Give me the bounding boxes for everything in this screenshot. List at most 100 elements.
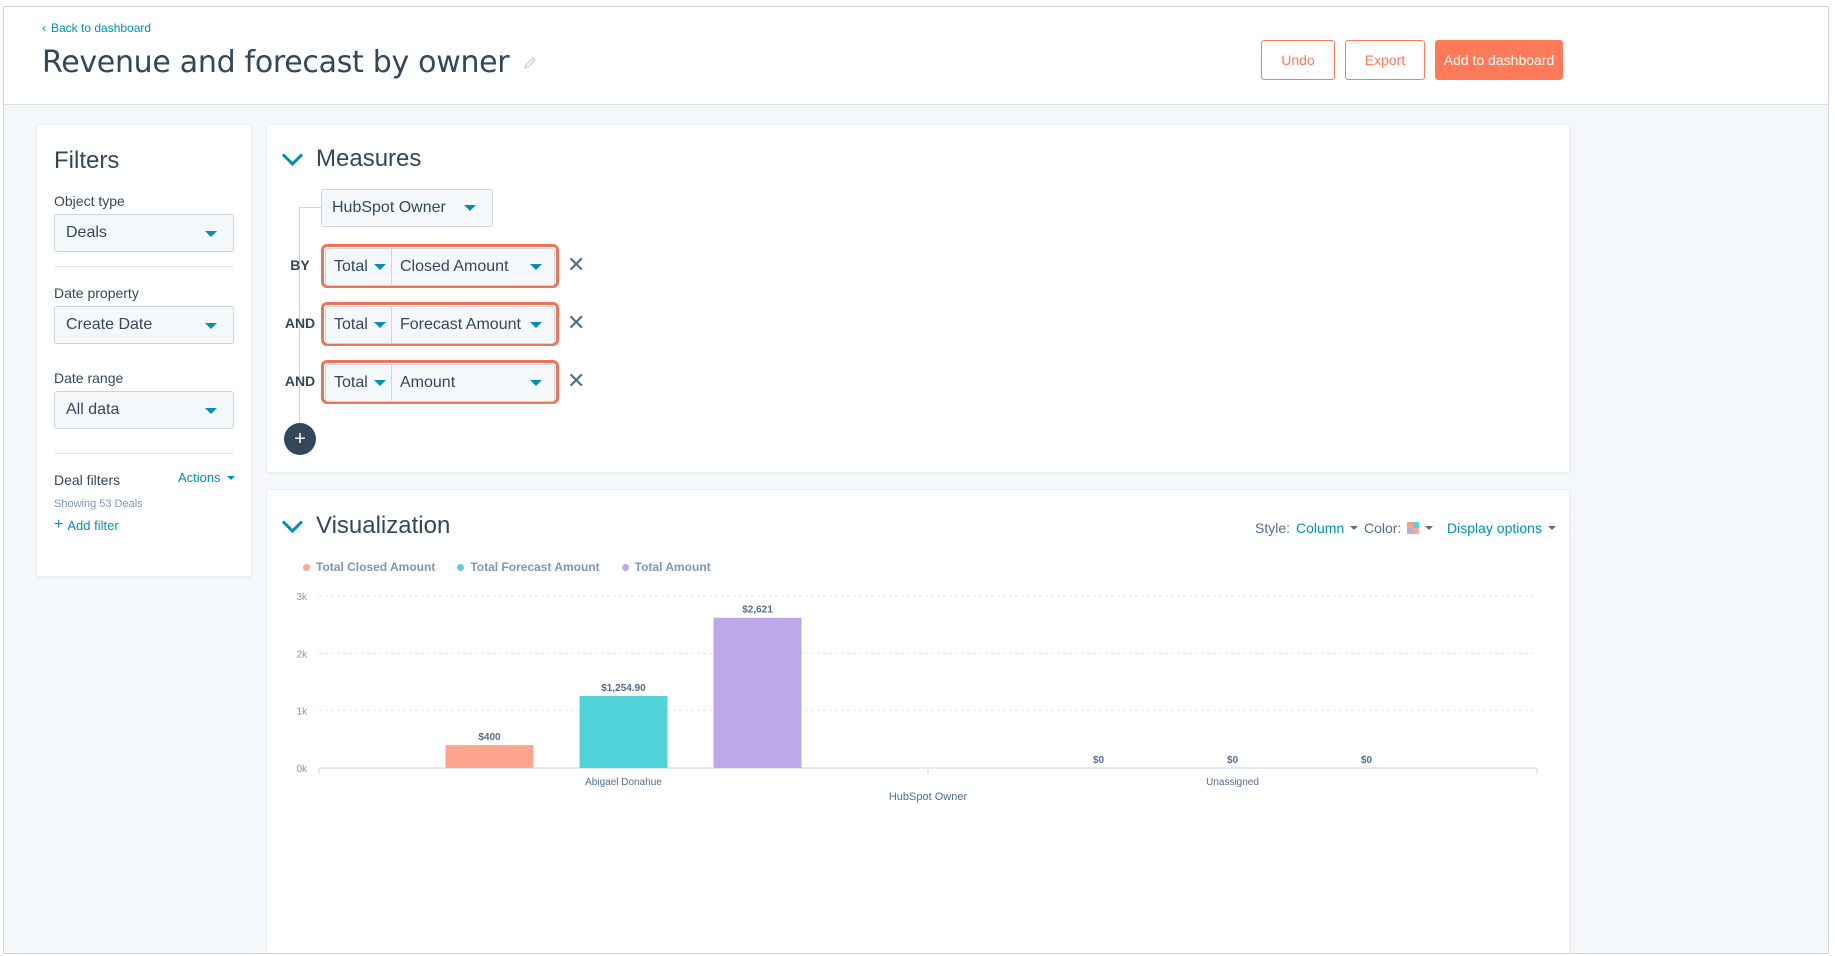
aggregation-select[interactable]: Total <box>326 249 392 285</box>
property-value: Closed Amount <box>400 258 509 275</box>
dropdown-caret-icon <box>1547 526 1556 530</box>
date-range-label: Date range <box>54 370 124 386</box>
tree-line <box>299 207 321 208</box>
tree-line <box>299 207 300 439</box>
x-tick-label: Abigael Donahue <box>585 777 662 788</box>
dimension-select[interactable]: HubSpot Owner <box>321 189 493 227</box>
visualization-toggle[interactable]: Visualization <box>281 511 451 540</box>
aggregation-value: Total <box>334 258 368 275</box>
add-filter-link[interactable]: + Add filter <box>54 516 119 534</box>
back-to-dashboard-link[interactable]: ‹ Back to dashboard <box>42 21 151 35</box>
add-filter-label: Add filter <box>67 517 119 533</box>
back-label: Back to dashboard <box>51 21 152 35</box>
style-control[interactable]: Style: Column <box>1255 520 1359 536</box>
x-tick-label: Unassigned <box>1206 777 1259 788</box>
legend-label: Total Forecast Amount <box>470 560 600 574</box>
dropdown-caret-icon <box>530 380 542 386</box>
y-tick-label: 2k <box>296 649 308 660</box>
date-property-select[interactable]: Create Date <box>54 306 234 344</box>
y-tick-label: 1k <box>296 707 308 718</box>
property-select[interactable]: Closed Amount <box>392 249 554 285</box>
measures-toggle[interactable]: Measures <box>281 144 422 173</box>
display-options-control[interactable]: Display options <box>1447 520 1556 536</box>
undo-button[interactable]: Undo <box>1261 40 1335 80</box>
data-label: $400 <box>478 732 501 743</box>
bar <box>445 745 534 768</box>
legend-item[interactable]: Total Amount <box>621 560 711 574</box>
date-property-label: Date property <box>54 285 139 301</box>
aggregation-select[interactable]: Total <box>326 365 392 401</box>
dropdown-caret-icon <box>205 408 217 414</box>
legend-dot <box>621 564 629 571</box>
legend-item[interactable]: Total Forecast Amount <box>457 560 600 574</box>
y-tick-label: 3k <box>296 592 308 603</box>
measures-panel: Measures HubSpot Owner BY Total Closed A… <box>266 124 1570 473</box>
remove-measure-close-icon[interactable]: ✕ <box>567 368 586 393</box>
measures-title: Measures <box>316 145 422 172</box>
pencil-icon[interactable] <box>523 56 537 70</box>
style-label: Style: <box>1255 520 1291 536</box>
actions-label: Actions <box>178 470 221 485</box>
dropdown-caret-icon <box>205 231 217 237</box>
add-measure-button[interactable]: + <box>284 423 316 455</box>
divider <box>54 266 234 267</box>
chart-legend: Total Closed Amount Total Forecast Amoun… <box>303 560 711 574</box>
color-palette-icon <box>1407 522 1420 534</box>
chevron-down-icon <box>281 511 304 533</box>
measure-conjunction: AND <box>284 315 316 331</box>
object-type-label: Object type <box>54 193 125 209</box>
add-to-dashboard-button[interactable]: Add to dashboard <box>1435 40 1563 80</box>
chevron-left-icon: ‹ <box>42 21 46 35</box>
property-value: Forecast Amount <box>400 316 521 333</box>
dropdown-caret-icon <box>1350 526 1359 530</box>
dropdown-caret-icon <box>205 323 217 329</box>
filters-panel: Filters Object type Deals Date property … <box>36 124 252 577</box>
property-select[interactable]: Amount <box>392 365 554 401</box>
legend-item[interactable]: Total Closed Amount <box>303 560 435 574</box>
title-row: Revenue and forecast by owner <box>42 45 537 80</box>
measure-row: Total Amount <box>321 360 559 404</box>
measure-row: Total Closed Amount <box>321 244 559 288</box>
column-chart: 0k 1k 2k 3k $400 $1,254.90 $2,621 Abigael Donah… <box>296 592 1538 803</box>
data-label: $0 <box>1361 755 1373 766</box>
measure-conjunction: BY <box>290 257 310 273</box>
bar <box>713 617 802 768</box>
data-label: $0 <box>1227 755 1239 766</box>
data-label: $1,254.90 <box>601 683 646 694</box>
export-button[interactable]: Export <box>1345 40 1425 80</box>
dropdown-caret-icon <box>226 475 235 480</box>
dropdown-caret-icon <box>1425 526 1434 530</box>
chevron-down-icon <box>281 144 304 166</box>
legend-dot <box>303 564 310 571</box>
dropdown-caret-icon <box>530 322 542 328</box>
data-label: $2,621 <box>742 605 773 616</box>
property-value: Amount <box>400 374 456 391</box>
actions-dropdown[interactable]: Actions <box>178 470 235 485</box>
color-label: Color: <box>1364 520 1402 536</box>
x-axis-title: HubSpot Owner <box>889 791 968 803</box>
aggregation-value: Total <box>334 316 368 333</box>
visualization-title: Visualization <box>316 512 451 539</box>
object-type-select[interactable]: Deals <box>54 214 234 252</box>
aggregation-select[interactable]: Total <box>326 307 392 343</box>
page-title: Revenue and forecast by owner <box>42 45 510 80</box>
date-range-select[interactable]: All data <box>54 391 234 429</box>
filters-title: Filters <box>54 147 120 174</box>
bar <box>579 696 668 768</box>
legend-label: Total Amount <box>634 560 711 574</box>
data-label: $0 <box>1093 755 1105 766</box>
dropdown-caret-icon <box>373 264 386 270</box>
divider <box>54 453 234 454</box>
app-window: ‹ Back to dashboard Revenue and forecast… <box>3 6 1829 954</box>
remove-measure-close-icon[interactable]: ✕ <box>567 310 586 335</box>
remove-measure-close-icon[interactable]: ✕ <box>567 252 586 277</box>
color-control[interactable]: Color: <box>1364 520 1434 536</box>
showing-deals-count: Showing 53 Deals <box>54 498 143 510</box>
date-range-value: All data <box>66 401 120 418</box>
dropdown-caret-icon <box>373 380 386 386</box>
plus-icon: + <box>54 516 64 533</box>
y-tick-label: 0k <box>296 764 308 775</box>
property-select[interactable]: Forecast Amount <box>392 307 554 343</box>
dropdown-caret-icon <box>373 322 386 328</box>
style-value: Column <box>1296 520 1345 536</box>
